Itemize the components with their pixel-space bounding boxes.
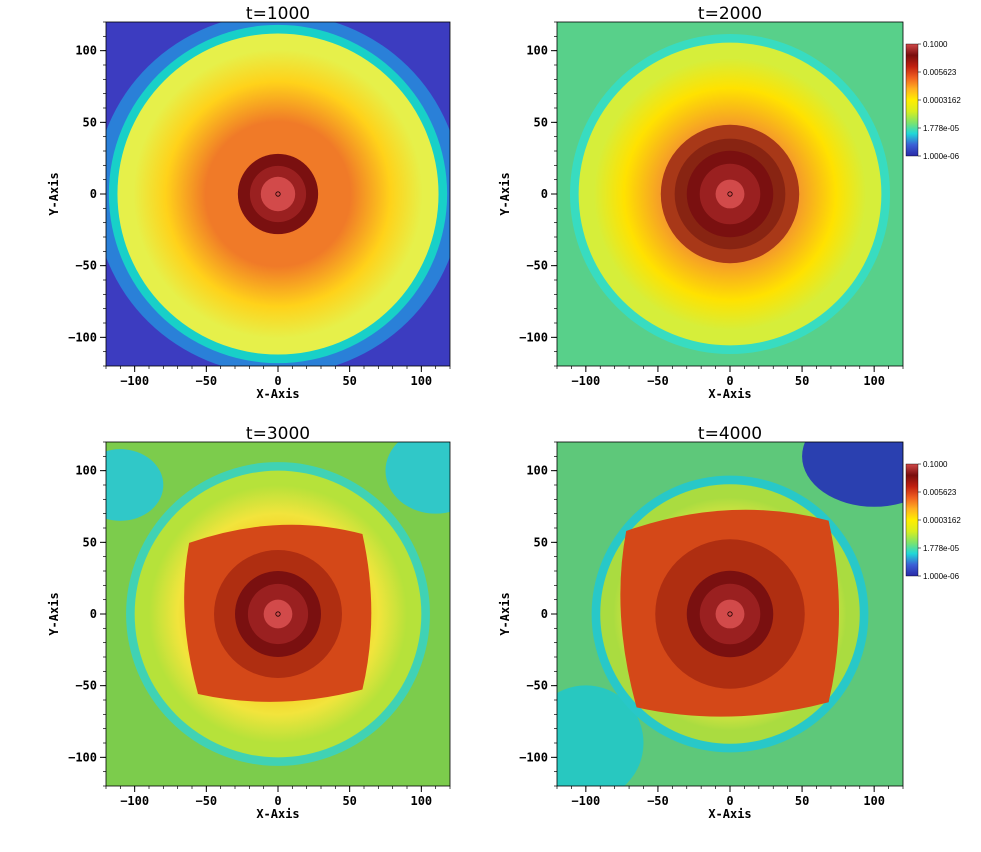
y-tick-label: −50: [526, 679, 548, 693]
y-axis-label: Y-Axis: [498, 172, 512, 215]
x-tick-label: −50: [647, 374, 669, 388]
x-tick-label: 100: [863, 794, 885, 808]
center-marker: [275, 611, 281, 617]
x-tick-label: 50: [342, 794, 356, 808]
y-axis-label: Y-Axis: [498, 592, 512, 635]
y-tick-label: 0: [541, 187, 548, 201]
chart-title: t=3000: [246, 424, 310, 444]
colorbar-tick-label: 1.000e-06: [923, 572, 960, 581]
center-marker: [727, 191, 733, 197]
heatmap-panel-2: t=2000 −100 −50 0 50 100 −100 −50 0 50 100 X-Axis Y-…: [498, 4, 961, 401]
colorbar: 0.1000 0.005623 0.0003162 1.778e-05 1.000e-0…: [905, 460, 961, 581]
y-tick-label: 0: [90, 187, 97, 201]
colorbar-tick-label: 1.778e-05: [923, 544, 960, 553]
colorbar-gradient: [905, 463, 919, 577]
y-tick-label: −100: [519, 750, 548, 764]
colorbar-tick-label: 0.1000: [923, 40, 948, 49]
colorbar-tick-label: 1.778e-05: [923, 124, 960, 133]
core: [715, 599, 745, 629]
y-tick-label: 50: [83, 535, 97, 549]
density-field: [557, 22, 903, 366]
y-tick-label: −100: [68, 330, 97, 344]
x-axis-label: X-Axis: [708, 807, 751, 821]
y-tick-label: −50: [75, 259, 97, 273]
y-tick-label: 50: [534, 115, 548, 129]
y-tick-label: 100: [526, 44, 548, 58]
colorbar-tick-label: 0.005623: [923, 488, 957, 497]
y-tick-label: −100: [68, 750, 97, 764]
density-field: [106, 442, 450, 786]
center-marker: [727, 611, 733, 617]
x-tick-label: −100: [571, 374, 600, 388]
y-tick-label: 0: [541, 607, 548, 621]
x-axis-label: X-Axis: [708, 387, 751, 401]
y-tick-label: 0: [90, 607, 97, 621]
density-field: [106, 22, 450, 366]
chart-title: t=4000: [698, 424, 762, 444]
low-density-region: [802, 442, 903, 507]
y-tick-label: 50: [83, 115, 97, 129]
colorbar: 0.1000 0.005623 0.0003162 1.778e-05 1.000e-0…: [905, 40, 961, 161]
x-tick-label: −50: [195, 374, 217, 388]
y-tick-label: −100: [519, 330, 548, 344]
y-tick-label: −50: [526, 259, 548, 273]
y-axis-label: Y-Axis: [47, 592, 61, 635]
x-tick-label: 0: [274, 794, 281, 808]
x-tick-label: 50: [795, 374, 809, 388]
y-tick-label: −50: [75, 679, 97, 693]
chart-title: t=2000: [698, 4, 762, 24]
x-tick-label: 100: [410, 794, 432, 808]
heatmap-panel-3: t=3000 −100 −50 0 50 100 −100 −50 0 50 100 X-Axis Y-…: [47, 424, 451, 821]
y-axis-label: Y-Axis: [47, 172, 61, 215]
x-tick-label: −50: [647, 794, 669, 808]
x-axis-label: X-Axis: [256, 387, 299, 401]
y-tick-label: 100: [526, 464, 548, 478]
center-marker: [275, 191, 281, 197]
x-tick-label: 100: [863, 374, 885, 388]
density-field: [557, 442, 903, 786]
y-tick-label: 100: [75, 464, 97, 478]
low-density-region: [385, 442, 450, 514]
core: [715, 179, 745, 209]
x-tick-label: 50: [795, 794, 809, 808]
heatmap-panel-1: t=1000 −100 −50 0 50 100 −100 −50 0 50 100 X-Axis Y-…: [47, 4, 451, 401]
x-axis-label: X-Axis: [256, 807, 299, 821]
colorbar-tick-label: 0.1000: [923, 460, 948, 469]
core: [260, 176, 296, 212]
colorbar-tick-label: 0.0003162: [923, 96, 961, 105]
colorbar-tick-label: 0.0003162: [923, 516, 961, 525]
x-tick-label: 0: [726, 374, 733, 388]
low-density-region: [106, 449, 164, 521]
chart-title: t=1000: [246, 4, 310, 24]
colorbar-tick-label: 1.000e-06: [923, 152, 960, 161]
x-tick-label: −100: [120, 794, 149, 808]
y-tick-label: 50: [534, 535, 548, 549]
x-tick-label: 50: [342, 374, 356, 388]
core: [263, 599, 293, 629]
x-tick-label: 0: [726, 794, 733, 808]
colorbar-tick-label: 0.005623: [923, 68, 957, 77]
colorbar-gradient: [905, 43, 919, 157]
heatmap-panel-4: t=4000 −100 −50 0 50 100 −100 −50 0 50 100 X-Axis Y-…: [498, 424, 961, 821]
low-density-region: [557, 685, 644, 786]
x-tick-label: 100: [410, 374, 432, 388]
y-tick-label: 100: [75, 44, 97, 58]
x-tick-label: 0: [274, 374, 281, 388]
x-tick-label: −50: [195, 794, 217, 808]
x-tick-label: −100: [120, 374, 149, 388]
x-tick-label: −100: [571, 794, 600, 808]
